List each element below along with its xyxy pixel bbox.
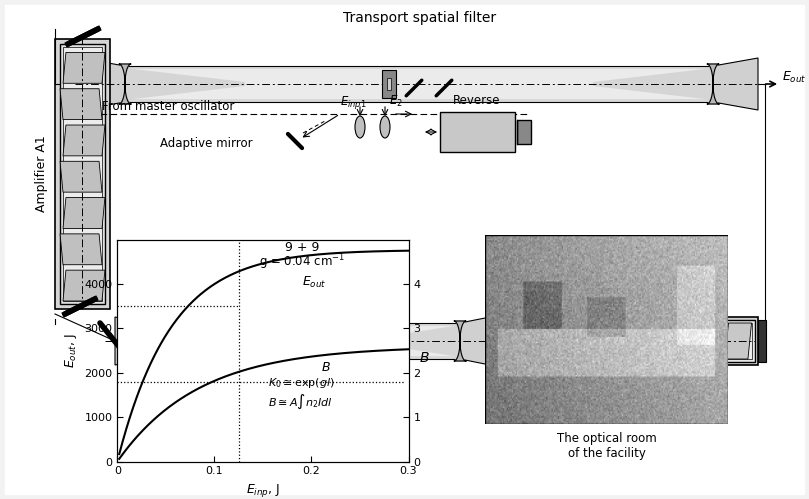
Bar (145, 326, 460, 356)
Polygon shape (80, 58, 125, 110)
Text: 9 + 9: 9 + 9 (285, 241, 319, 253)
Bar (382, 70, 396, 98)
Bar (296, 328, 308, 354)
Bar (505, 320, 755, 362)
Polygon shape (115, 317, 145, 365)
Bar (60, 44, 105, 304)
Polygon shape (119, 64, 131, 104)
Bar (508, 323, 752, 359)
Text: $B \cong A\int n_2 I dl$: $B \cong A\int n_2 I dl$ (268, 393, 332, 411)
Text: $E_{out}$: $E_{out}$ (302, 275, 326, 290)
Polygon shape (63, 125, 105, 156)
Polygon shape (694, 323, 721, 359)
Text: $E_{inp1}$: $E_{inp1}$ (340, 94, 366, 111)
Bar (145, 323, 460, 359)
Polygon shape (60, 234, 102, 264)
Text: $E_2$: $E_2$ (389, 94, 403, 109)
Bar (300, 336, 304, 346)
Text: From master oscillator: From master oscillator (102, 100, 235, 113)
Polygon shape (508, 323, 535, 359)
Text: $E_{out}$: $E_{out}$ (782, 70, 807, 85)
Bar (758, 320, 766, 362)
Bar (440, 112, 515, 152)
Polygon shape (671, 323, 697, 359)
Ellipse shape (380, 116, 390, 138)
Bar (485, 235, 728, 424)
Polygon shape (586, 323, 612, 359)
Ellipse shape (355, 116, 365, 138)
X-axis label: $E_{inp}$, J: $E_{inp}$, J (246, 482, 280, 499)
Text: $B$: $B$ (321, 361, 331, 374)
Polygon shape (139, 321, 151, 361)
Polygon shape (460, 317, 490, 365)
Polygon shape (63, 270, 105, 301)
Text: Adaptive mirror: Adaptive mirror (160, 137, 252, 150)
Bar (63, 47, 102, 301)
Bar (125, 66, 713, 102)
Text: $K_0 \cong \exp(gl)$: $K_0 \cong \exp(gl)$ (268, 376, 334, 390)
Polygon shape (125, 68, 245, 100)
Polygon shape (63, 198, 105, 229)
Polygon shape (145, 325, 235, 357)
Bar (502, 317, 758, 365)
Bar (517, 120, 531, 144)
Polygon shape (370, 325, 460, 357)
Text: Transport spatial filter: Transport spatial filter (344, 11, 497, 25)
Text: Cuvette spatial filter: Cuvette spatial filter (238, 371, 366, 384)
Polygon shape (713, 58, 758, 110)
Polygon shape (562, 323, 589, 359)
Polygon shape (616, 323, 643, 359)
Polygon shape (60, 89, 102, 120)
Text: g = 0.04 cm$^{-1}$: g = 0.04 cm$^{-1}$ (259, 252, 345, 272)
Polygon shape (63, 52, 105, 83)
Bar (387, 78, 391, 90)
Polygon shape (532, 323, 558, 359)
Text: Amplifier A2: Amplifier A2 (591, 376, 668, 389)
Polygon shape (725, 323, 752, 359)
Polygon shape (707, 64, 719, 104)
Y-axis label: $E_{out}$, J: $E_{out}$, J (63, 333, 78, 368)
Text: The optical room
of the facility: The optical room of the facility (557, 432, 657, 460)
Polygon shape (454, 321, 466, 361)
Text: Amplifier A1: Amplifier A1 (36, 136, 49, 213)
Polygon shape (593, 68, 713, 100)
Bar (55, 39, 110, 309)
Bar (125, 69, 713, 99)
Polygon shape (640, 323, 667, 359)
Polygon shape (60, 161, 102, 192)
Y-axis label: $B$: $B$ (419, 351, 430, 365)
Text: Reverse: Reverse (453, 94, 501, 107)
